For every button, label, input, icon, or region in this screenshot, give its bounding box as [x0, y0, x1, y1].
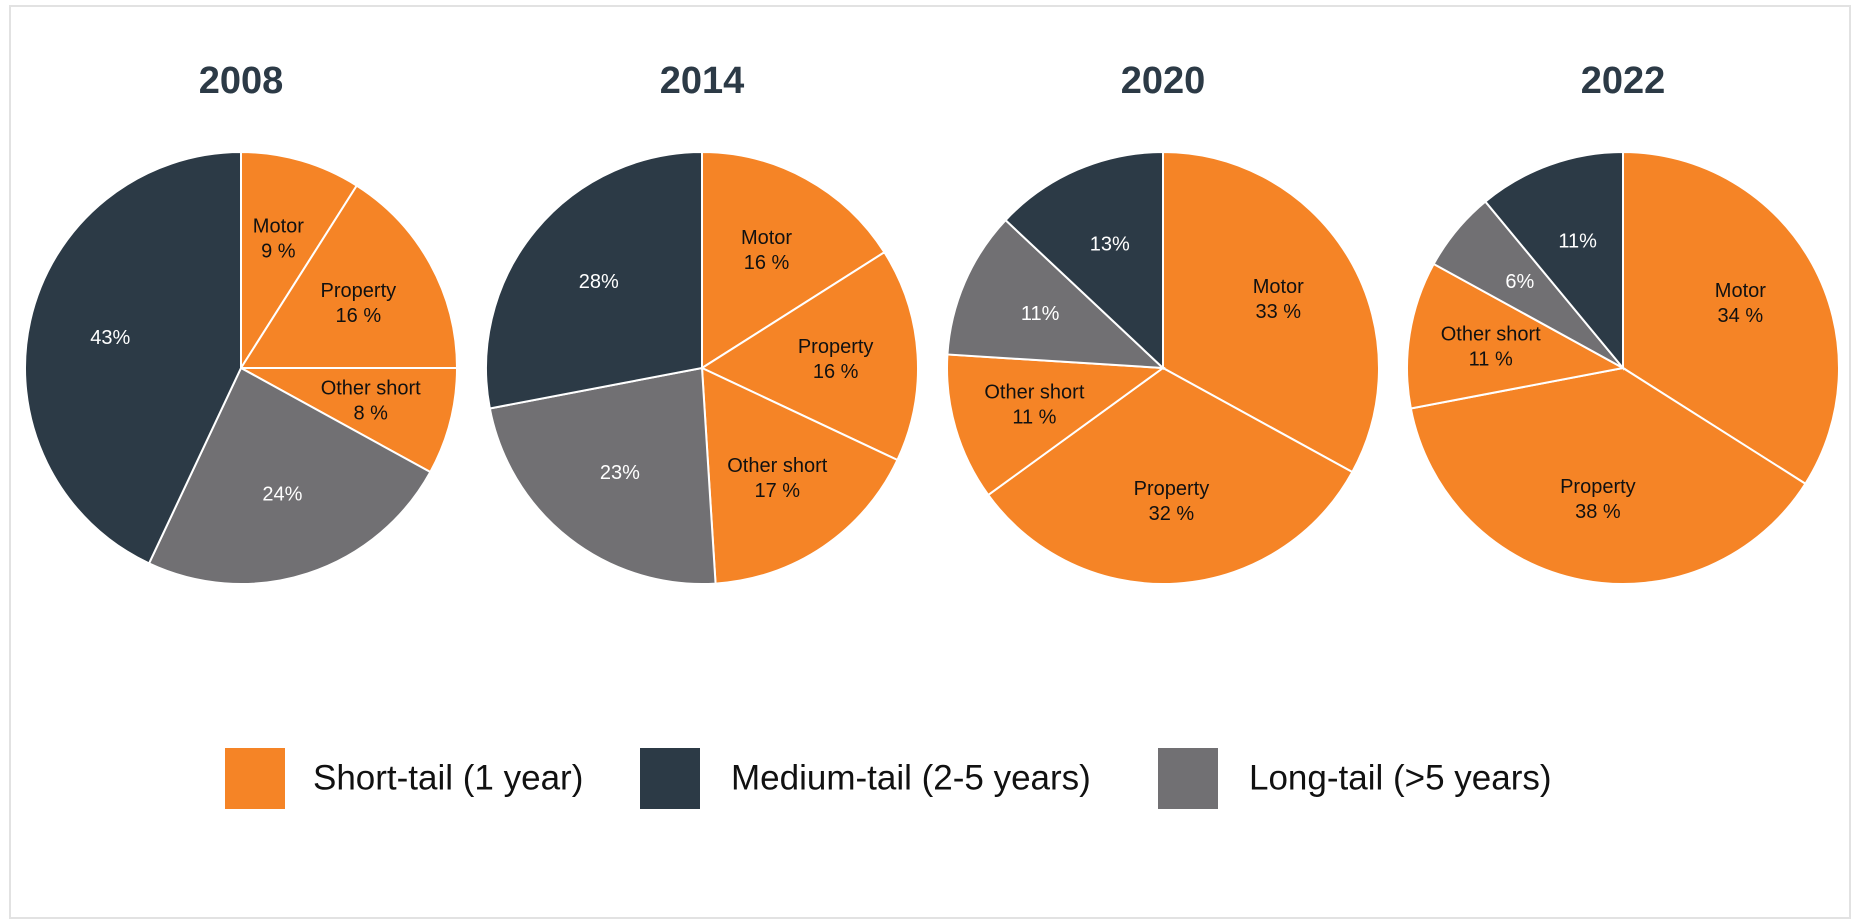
pie-slice	[239, 184, 459, 369]
slice-value: 34 %	[1718, 305, 1764, 327]
pie-slice	[240, 367, 459, 474]
slice-value: 38 %	[1575, 501, 1621, 523]
slice-name: Other short	[727, 455, 827, 477]
slice-value: 24%	[262, 484, 302, 506]
pie-slice	[240, 150, 359, 372]
pie-slice	[700, 366, 899, 585]
slice-value: 8 %	[353, 403, 388, 425]
slice-value: 16 %	[813, 361, 859, 383]
slice-value: 11 %	[1012, 407, 1056, 429]
legend-label: Short-tail (1 year)	[313, 758, 583, 797]
frame	[9, 5, 1851, 919]
slice-value: 23%	[600, 462, 640, 484]
slice-value: 33 %	[1255, 301, 1301, 323]
pie-slice	[485, 150, 703, 410]
slice-name: Property	[1560, 476, 1636, 498]
slice-name: Other short	[321, 378, 421, 400]
slice-name: Motor	[741, 227, 792, 249]
pie-title: 2020	[1121, 60, 1206, 102]
slice-value: 11 %	[1469, 348, 1513, 370]
pie-slice	[1483, 150, 1624, 371]
pie-slice	[1622, 150, 1840, 486]
slice-name: Other short	[984, 382, 1084, 404]
pie-title: 2014	[660, 60, 745, 102]
slice-value: 32 %	[1149, 503, 1195, 525]
pie-slice	[699, 250, 919, 462]
pie-slice	[24, 150, 242, 565]
slice-value: 16 %	[744, 252, 790, 274]
slice-value: 28%	[579, 271, 619, 293]
legend-swatch	[1158, 748, 1218, 809]
pie-title: 2022	[1581, 60, 1666, 102]
slice-value: 6%	[1505, 271, 1534, 293]
slice-name: Motor	[253, 216, 304, 238]
pie-slice	[946, 218, 1166, 370]
slice-value: 17 %	[754, 480, 800, 502]
slice-value: 11%	[1558, 230, 1597, 252]
legend-label: Medium-tail (2-5 years)	[731, 758, 1091, 797]
pie-slice	[986, 366, 1354, 585]
slice-name: Motor	[1253, 276, 1304, 298]
slice-value: 13%	[1090, 233, 1130, 255]
pie-slice	[147, 366, 432, 585]
slice-value: 11%	[1021, 303, 1060, 325]
legend-label: Long-tail (>5 years)	[1249, 758, 1552, 797]
slice-name: Property	[1134, 478, 1210, 500]
pie-slice	[1406, 262, 1626, 410]
pie-title: 2008	[199, 60, 284, 102]
slice-value: 43%	[90, 327, 130, 349]
legend-swatch	[225, 748, 285, 809]
slice-value: 9 %	[261, 241, 296, 263]
legend-swatch	[640, 748, 700, 809]
pie-slice	[946, 353, 1166, 497]
slice-name: Property	[798, 336, 874, 358]
slice-name: Other short	[1441, 323, 1541, 345]
slice-name: Property	[321, 280, 397, 302]
pie-slice	[1004, 150, 1164, 371]
slice-name: Motor	[1715, 280, 1766, 302]
pie-slice	[1162, 150, 1380, 474]
pie-slice	[701, 150, 886, 370]
slice-value: 16 %	[336, 305, 382, 327]
pie-slice	[488, 366, 717, 585]
pie-slice	[1409, 366, 1807, 585]
